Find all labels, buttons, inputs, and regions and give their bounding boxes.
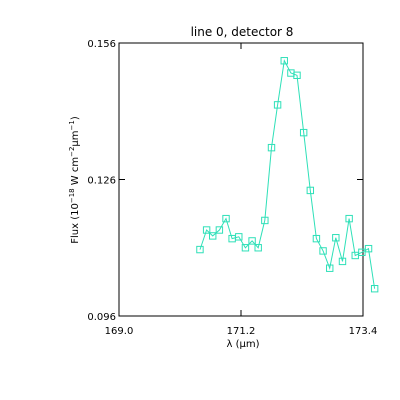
data-point-marker [273, 101, 282, 109]
x-tick-label: 171.2 [227, 326, 256, 337]
data-point-marker [280, 57, 288, 65]
data-point-marker [345, 214, 353, 223]
data-point-marker [338, 257, 347, 266]
x-axis-label: λ (μm) [226, 339, 259, 350]
axis-ticks: 169.0 171.2 173.4 0.096 0.126 0.156 [87, 39, 377, 337]
series-line [196, 57, 379, 293]
y-tick-label: 0.126 [87, 176, 116, 187]
data-point-marker [370, 285, 379, 293]
data-point-marker [254, 244, 262, 252]
data-point-marker [306, 186, 315, 195]
y-tick-label: 0.156 [87, 39, 116, 50]
plot-frame [118, 42, 364, 317]
data-point-marker [332, 234, 340, 242]
series-path [199, 59, 376, 289]
data-point-marker [196, 245, 204, 254]
data-point-marker [267, 143, 276, 152]
chart-title: line 0, detector 8 [191, 25, 294, 39]
data-point-marker [312, 234, 321, 243]
y-axis-label: Flux (10−18 W cm−2μm−1) [68, 116, 81, 244]
x-tick-label: 173.4 [349, 326, 378, 337]
x-tick-label: 169.0 [105, 326, 134, 337]
data-point-marker [326, 264, 334, 272]
y-tick-label: 0.096 [87, 312, 116, 323]
data-point-marker [261, 216, 269, 225]
data-point-marker [248, 237, 256, 245]
data-point-marker [202, 226, 211, 234]
data-point-marker [293, 71, 301, 80]
data-point-marker [209, 232, 217, 240]
data-point-marker [364, 244, 373, 253]
data-point-marker [319, 247, 327, 255]
data-point-marker [299, 128, 308, 137]
data-point-marker [241, 244, 250, 252]
data-point-marker [235, 233, 243, 241]
data-point-marker [222, 214, 230, 223]
data-point-marker [215, 226, 224, 234]
